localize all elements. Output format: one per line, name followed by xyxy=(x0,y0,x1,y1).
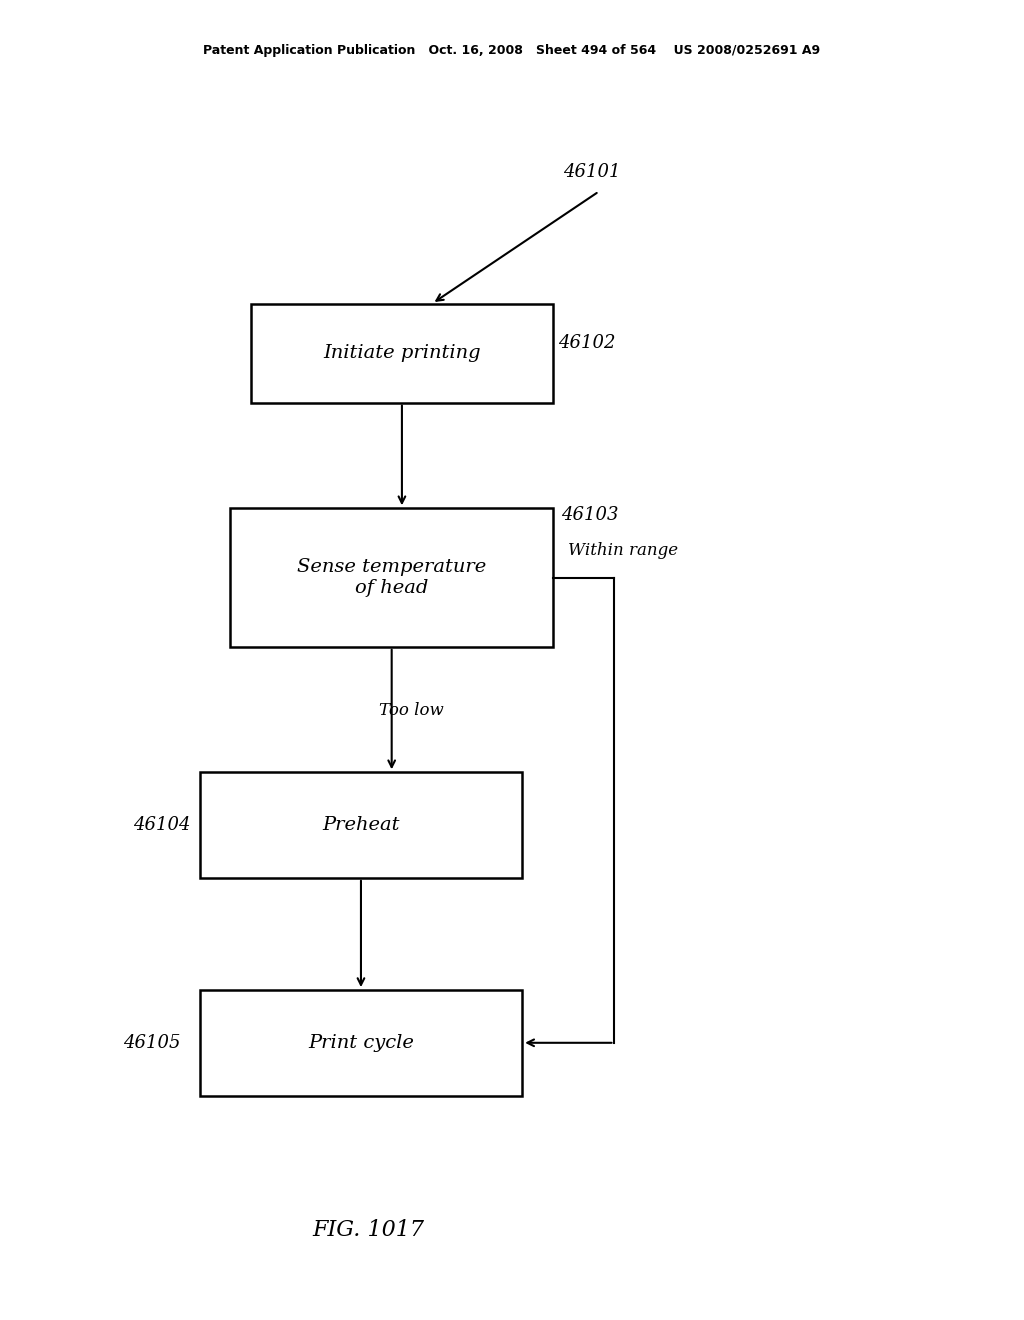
FancyBboxPatch shape xyxy=(200,772,522,878)
FancyBboxPatch shape xyxy=(251,304,553,403)
Text: Within range: Within range xyxy=(568,543,679,558)
Text: 46105: 46105 xyxy=(123,1034,180,1052)
Text: Too low: Too low xyxy=(379,702,443,718)
Text: Patent Application Publication   Oct. 16, 2008   Sheet 494 of 564    US 2008/025: Patent Application Publication Oct. 16, … xyxy=(204,44,820,57)
Text: 46103: 46103 xyxy=(561,506,618,524)
FancyBboxPatch shape xyxy=(200,990,522,1096)
Text: 46104: 46104 xyxy=(133,816,190,834)
Text: 46102: 46102 xyxy=(558,334,615,352)
Text: Preheat: Preheat xyxy=(323,816,399,834)
Text: 46101: 46101 xyxy=(563,162,621,181)
Text: FIG. 1017: FIG. 1017 xyxy=(312,1220,425,1241)
Text: Print cycle: Print cycle xyxy=(308,1034,414,1052)
Text: Initiate printing: Initiate printing xyxy=(324,345,480,362)
FancyBboxPatch shape xyxy=(230,508,553,647)
Text: Sense temperature
of head: Sense temperature of head xyxy=(297,558,486,597)
